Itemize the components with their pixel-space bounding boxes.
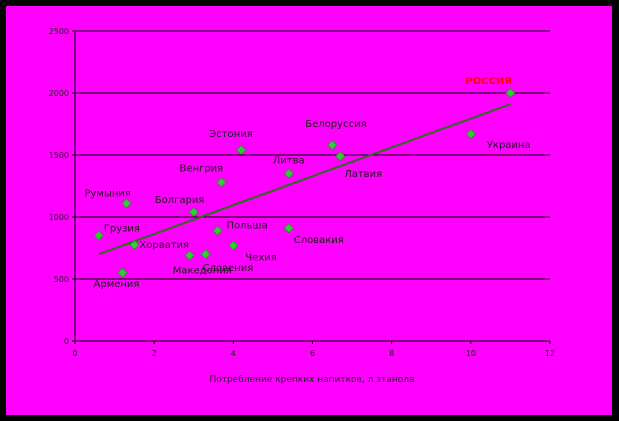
data-point-marker [200, 249, 211, 260]
data-point-label: Чехия [245, 253, 276, 264]
data-point-marker [327, 140, 338, 151]
y-tick-label: 500 [54, 275, 69, 284]
trendline [98, 103, 511, 256]
x-tick-label: 6 [310, 349, 315, 358]
y-tick-label: 1000 [49, 213, 69, 222]
data-point-marker [121, 198, 132, 209]
data-point-marker [335, 151, 346, 162]
data-point-label: Эстония [209, 129, 252, 140]
point-labels: Армения Грузия Хорватия Румыния Македония Бол… [84, 76, 530, 290]
data-point-marker [283, 168, 294, 179]
x-tick-label: 4 [231, 349, 236, 358]
chart-area: 0 500 1000 1500 2000 2500 0 2 4 6 8 10 12 Армения Гру… [6, 6, 612, 415]
y-tick-label: 1500 [49, 151, 69, 160]
data-point-label: Македония [173, 265, 232, 276]
data-point-marker [505, 88, 516, 98]
data-point-label: Венгрия [179, 163, 223, 174]
data-point-marker [129, 239, 140, 250]
data-point-marker [228, 240, 239, 251]
y-tick-label: 2000 [49, 89, 69, 98]
gridlines [75, 30, 550, 280]
data-point-label: Польша [227, 221, 268, 232]
tick-labels: 0 500 1000 1500 2000 2500 0 2 4 6 8 10 12 [49, 27, 555, 358]
data-point-label: Белоруссия [305, 119, 366, 130]
data-point-label: Литва [273, 156, 305, 167]
x-tick-label: 12 [545, 349, 555, 358]
data-points [93, 88, 516, 278]
data-point-label: Латвия [344, 169, 382, 180]
data-point-label: Хорватия [139, 240, 189, 251]
data-point-marker [188, 207, 199, 217]
data-point-marker [117, 267, 128, 278]
data-point-label: Словакия [294, 235, 344, 246]
data-point-marker [184, 250, 195, 261]
data-point-label: Украина [487, 140, 531, 151]
y-tick-label: 2500 [49, 27, 69, 36]
x-tick-label: 2 [152, 349, 157, 358]
data-point-label: Румыния [84, 188, 130, 199]
x-tick-label: 0 [72, 349, 77, 358]
data-point-marker [283, 223, 294, 234]
data-point-marker [236, 145, 247, 155]
data-point-label: Болгария [155, 195, 205, 206]
data-point-marker [93, 230, 104, 241]
y-tick-label: 0 [64, 337, 69, 346]
x-tick-label: 8 [389, 349, 394, 358]
data-point-label: Армения [94, 279, 140, 290]
x-axis-title: Потребление крепких напитков, л этанола [209, 375, 414, 385]
x-tick-label: 10 [466, 349, 476, 358]
scatter-chart: 0 500 1000 1500 2000 2500 0 2 4 6 8 10 12 Армения Гру… [49, 27, 555, 385]
data-point-label: Грузия [104, 224, 140, 235]
data-point-label: Словения [203, 263, 254, 274]
data-point-marker [212, 225, 223, 236]
data-point-marker [465, 128, 476, 139]
data-point-marker [216, 177, 227, 188]
trendline-group [98, 103, 511, 256]
data-point-label: РОССИЯ [465, 76, 512, 87]
